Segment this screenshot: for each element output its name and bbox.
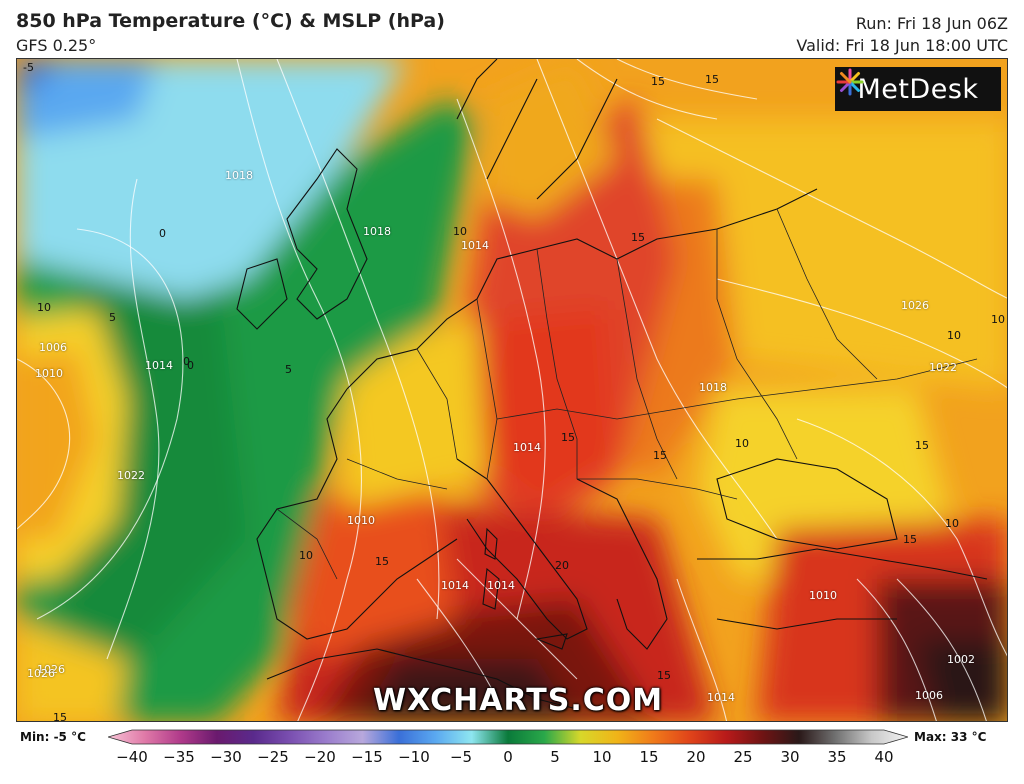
scale-tick-label: −20 (304, 748, 336, 766)
min-temp-label: Min: -5 °C (20, 730, 86, 744)
coastlines (236, 59, 988, 710)
isobar-label: 1014 (513, 441, 541, 454)
isobar-label: 1022 (929, 361, 957, 374)
scale-tick-label: −15 (351, 748, 383, 766)
isobar-label: 1018 (699, 381, 727, 394)
isobar-label: 1014 (145, 359, 173, 372)
scale-tick-label: 5 (550, 748, 560, 766)
temp-label: -5 (23, 61, 34, 74)
scale-tick-label: 35 (827, 748, 847, 766)
scale-tick-label: 25 (733, 748, 753, 766)
isobar-label: 1010 (809, 589, 837, 602)
isobar-label: 1002 (947, 653, 975, 666)
scale-tick-label: 10 (592, 748, 612, 766)
temp-label: 0 (187, 359, 194, 372)
metdesk-logo-text: MetDesk (857, 73, 979, 105)
isobar-label: 1014 (461, 239, 489, 252)
color-scale-ticks: −40 −35 −30 −25 −20 −15 −10 −5 0 5 10 15 20 25 30 35 40 (0, 748, 1024, 772)
temp-label: 15 (903, 533, 917, 546)
scale-tick-label: 15 (639, 748, 659, 766)
temp-label: 0 (159, 227, 166, 240)
temp-label: 15 (375, 555, 389, 568)
model-label: GFS 0.25° (16, 36, 97, 55)
temp-label: 10 (735, 437, 749, 450)
temp-label: 10 (991, 313, 1005, 326)
scale-tick-label: −10 (398, 748, 430, 766)
scale-tick-label: 40 (874, 748, 894, 766)
scale-tick-label: −30 (210, 748, 242, 766)
color-scale-gradient (108, 729, 908, 745)
borders (276, 208, 978, 580)
isobar-label: 1010 (347, 514, 375, 527)
temp-label: 15 (657, 669, 671, 682)
isobars (17, 59, 1007, 721)
temp-label: 5 (109, 311, 116, 324)
isobar-label: 1014 (707, 691, 735, 704)
temp-label: 15 (705, 73, 719, 86)
temp-label: 15 (631, 231, 645, 244)
map-title: 850 hPa Temperature (°C) & MSLP (hPa) (16, 10, 445, 32)
temp-label: 15 (561, 431, 575, 444)
isobar-label: 1014 (487, 579, 515, 592)
scale-tick-label: 30 (780, 748, 800, 766)
scale-tick-label: −35 (163, 748, 195, 766)
run-time-label: Run: Fri 18 Jun 06Z (855, 14, 1008, 33)
temp-label: 15 (915, 439, 929, 452)
temp-label: 10 (453, 225, 467, 238)
temp-label: 20 (555, 559, 569, 572)
isobar-label: 1018 (363, 225, 391, 238)
isobar-label: 1018 (225, 169, 253, 182)
isobar-label: 1022 (117, 469, 145, 482)
temp-label: 10 (299, 549, 313, 562)
scale-tick-label: 0 (503, 748, 513, 766)
scale-tick-label: −25 (257, 748, 289, 766)
temp-label: 15 (53, 711, 67, 722)
temp-label: 0 (183, 355, 190, 368)
metdesk-logo: MetDesk (835, 67, 1001, 111)
temp-label: 5 (285, 363, 292, 376)
isobar-label: 1014 (441, 579, 469, 592)
temperature-field (17, 59, 1007, 721)
isobar-label: 1026 (901, 299, 929, 312)
isobar-label: 1026 (37, 663, 65, 676)
temp-label: 15 (653, 449, 667, 462)
weather-map[interactable]: MetDesk 1018 1014 1010 1006 1014 1022 10… (16, 58, 1008, 722)
scale-tick-label: −5 (449, 748, 473, 766)
color-scale-bar (108, 729, 908, 745)
max-temp-label: Max: 33 °C (914, 730, 987, 744)
temp-label: 10 (947, 329, 961, 342)
temp-label: 10 (37, 301, 51, 314)
temp-label: 10 (945, 517, 959, 530)
scale-tick-label: −40 (116, 748, 148, 766)
isobar-label: 1006 (915, 689, 943, 702)
scale-tick-label: 20 (686, 748, 706, 766)
wxcharts-watermark: WXCHARTS.COM (373, 683, 664, 718)
valid-time-label: Valid: Fri 18 Jun 18:00 UTC (796, 36, 1008, 55)
temp-label: 15 (651, 75, 665, 88)
metdesk-star-logo (836, 68, 864, 96)
isobar-label: 1026 (27, 667, 55, 680)
isobar-label: 1010 (35, 367, 63, 380)
isobar-label: 1006 (39, 341, 67, 354)
